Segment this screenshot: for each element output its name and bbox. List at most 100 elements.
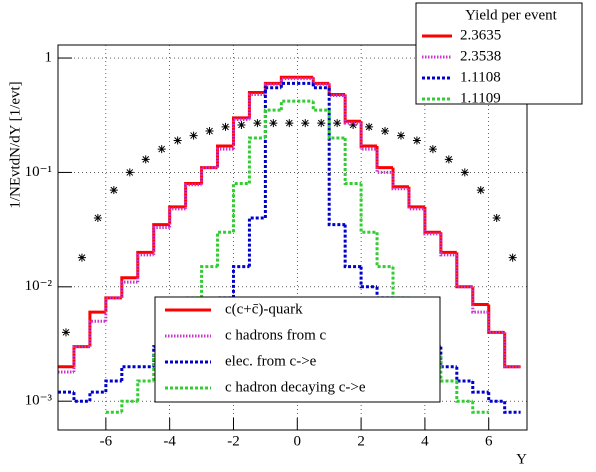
histogram-bin: [200, 166, 218, 185]
histogram-bin: [359, 266, 378, 289]
star-marker: [173, 136, 182, 145]
star-marker: [396, 131, 405, 140]
y-tick-label: 10⁻³: [25, 393, 53, 409]
histogram-bin: [200, 265, 218, 298]
stats-box: [415, 2, 583, 105]
legend-label: c(c+c̄)-quark: [225, 301, 303, 317]
histogram-bin: [407, 188, 425, 211]
histogram-bin: [327, 110, 346, 140]
y-tick-label: 10⁻¹: [25, 164, 52, 180]
histogram-bin: [216, 230, 234, 267]
star-marker: [349, 120, 358, 129]
stats-value: 1.1108: [460, 69, 501, 85]
histogram-bin: [327, 87, 346, 227]
histogram-bin: [88, 310, 106, 347]
histogram-bin: [231, 182, 250, 233]
star-marker: [237, 120, 246, 129]
histogram-bin: [503, 332, 521, 369]
star-marker: [141, 155, 150, 164]
histogram-bin: [216, 147, 234, 168]
stats-value: 2.3538: [460, 48, 501, 64]
star-marker: [460, 168, 469, 177]
histogram-bin: [88, 319, 106, 347]
histogram-bin: [136, 253, 154, 283]
histogram-bin: [152, 223, 170, 253]
histogram-bin: [231, 118, 250, 150]
histogram-bin: [375, 232, 393, 269]
star-marker: [109, 186, 118, 195]
star-marker: [365, 122, 374, 131]
star-marker: [381, 127, 390, 136]
histogram-bin: [311, 83, 330, 90]
histogram-bin: [471, 286, 489, 307]
histogram-bin: [72, 345, 90, 372]
x-tick-label: -6: [100, 433, 113, 449]
histogram-bin: [231, 265, 250, 298]
star-marker: [412, 136, 421, 145]
histogram-bin: [104, 296, 122, 322]
x-tick-label: -2: [227, 433, 240, 449]
star-marker: [125, 168, 134, 177]
axes: -6 -4 -2 0 2 4 6 10⁻³ 10⁻² 10⁻¹ 1: [25, 49, 493, 449]
star-marker: [508, 253, 517, 262]
histogram-bin: [311, 78, 330, 86]
star-marker: [77, 253, 86, 262]
legend-label: c hadron decaying c->e: [225, 379, 366, 395]
histogram-bin: [439, 233, 457, 257]
histogram-bin: [184, 183, 202, 209]
histogram-bin: [263, 86, 282, 218]
histogram-bin: [375, 149, 393, 174]
y-tick-label: 10⁻²: [25, 278, 53, 294]
stats-title: Yield per event: [465, 7, 557, 23]
star-marker: [444, 155, 453, 164]
star-marker: [189, 131, 198, 140]
star-marker: [317, 119, 326, 128]
histogram-bin: [247, 92, 266, 120]
histogram-bin: [120, 280, 138, 298]
histogram-bin: [503, 401, 521, 414]
histogram-bin: [343, 94, 362, 123]
x-tick-label: -4: [163, 433, 176, 449]
histogram-bin: [136, 379, 154, 402]
histogram-bin: [423, 208, 441, 236]
histogram-bin: [471, 381, 489, 394]
histogram-bin: [455, 254, 473, 289]
star-marker: [93, 213, 102, 222]
histogram-bin: [247, 136, 266, 184]
legend-label: c hadrons from c: [225, 327, 327, 343]
histogram-bin: [168, 205, 186, 225]
histogram-bin: [359, 123, 378, 151]
histogram-bin: [343, 224, 362, 269]
histogram-bin: [343, 137, 362, 186]
histogram-bin: [343, 95, 362, 125]
star-marker: [205, 127, 214, 136]
legend: c(c+c̄)-quark c hadrons from c elec. from …: [154, 2, 583, 403]
star-marker: [157, 145, 166, 154]
stats-value: 2.3635: [460, 27, 501, 43]
histogram-bin: [152, 225, 170, 255]
x-axis-title: Y: [516, 451, 527, 467]
histogram-bin: [279, 81, 298, 88]
histogram-bin: [391, 172, 409, 191]
star-marker: [269, 119, 278, 128]
stats-value: 1.1109: [460, 90, 501, 106]
histogram-bin: [455, 381, 473, 403]
y-tick-label: 1: [45, 49, 53, 65]
histogram-bin: [104, 379, 122, 393]
star-marker: [285, 119, 294, 128]
histogram-bin: [359, 183, 378, 234]
histogram-bin: [487, 312, 505, 334]
histogram-bin: [120, 399, 138, 413]
star-marker: [476, 186, 485, 195]
x-tick-label: 2: [357, 433, 365, 449]
histogram-bin: [471, 286, 489, 314]
legend-box: [154, 296, 441, 403]
histogram-bin: [439, 355, 457, 383]
histogram-bin: [247, 216, 266, 267]
x-tick-label: 4: [421, 433, 429, 449]
star-marker: [492, 213, 501, 222]
x-tick-label: 6: [485, 433, 493, 449]
star-marker: [61, 328, 70, 337]
star-marker: [253, 119, 262, 128]
